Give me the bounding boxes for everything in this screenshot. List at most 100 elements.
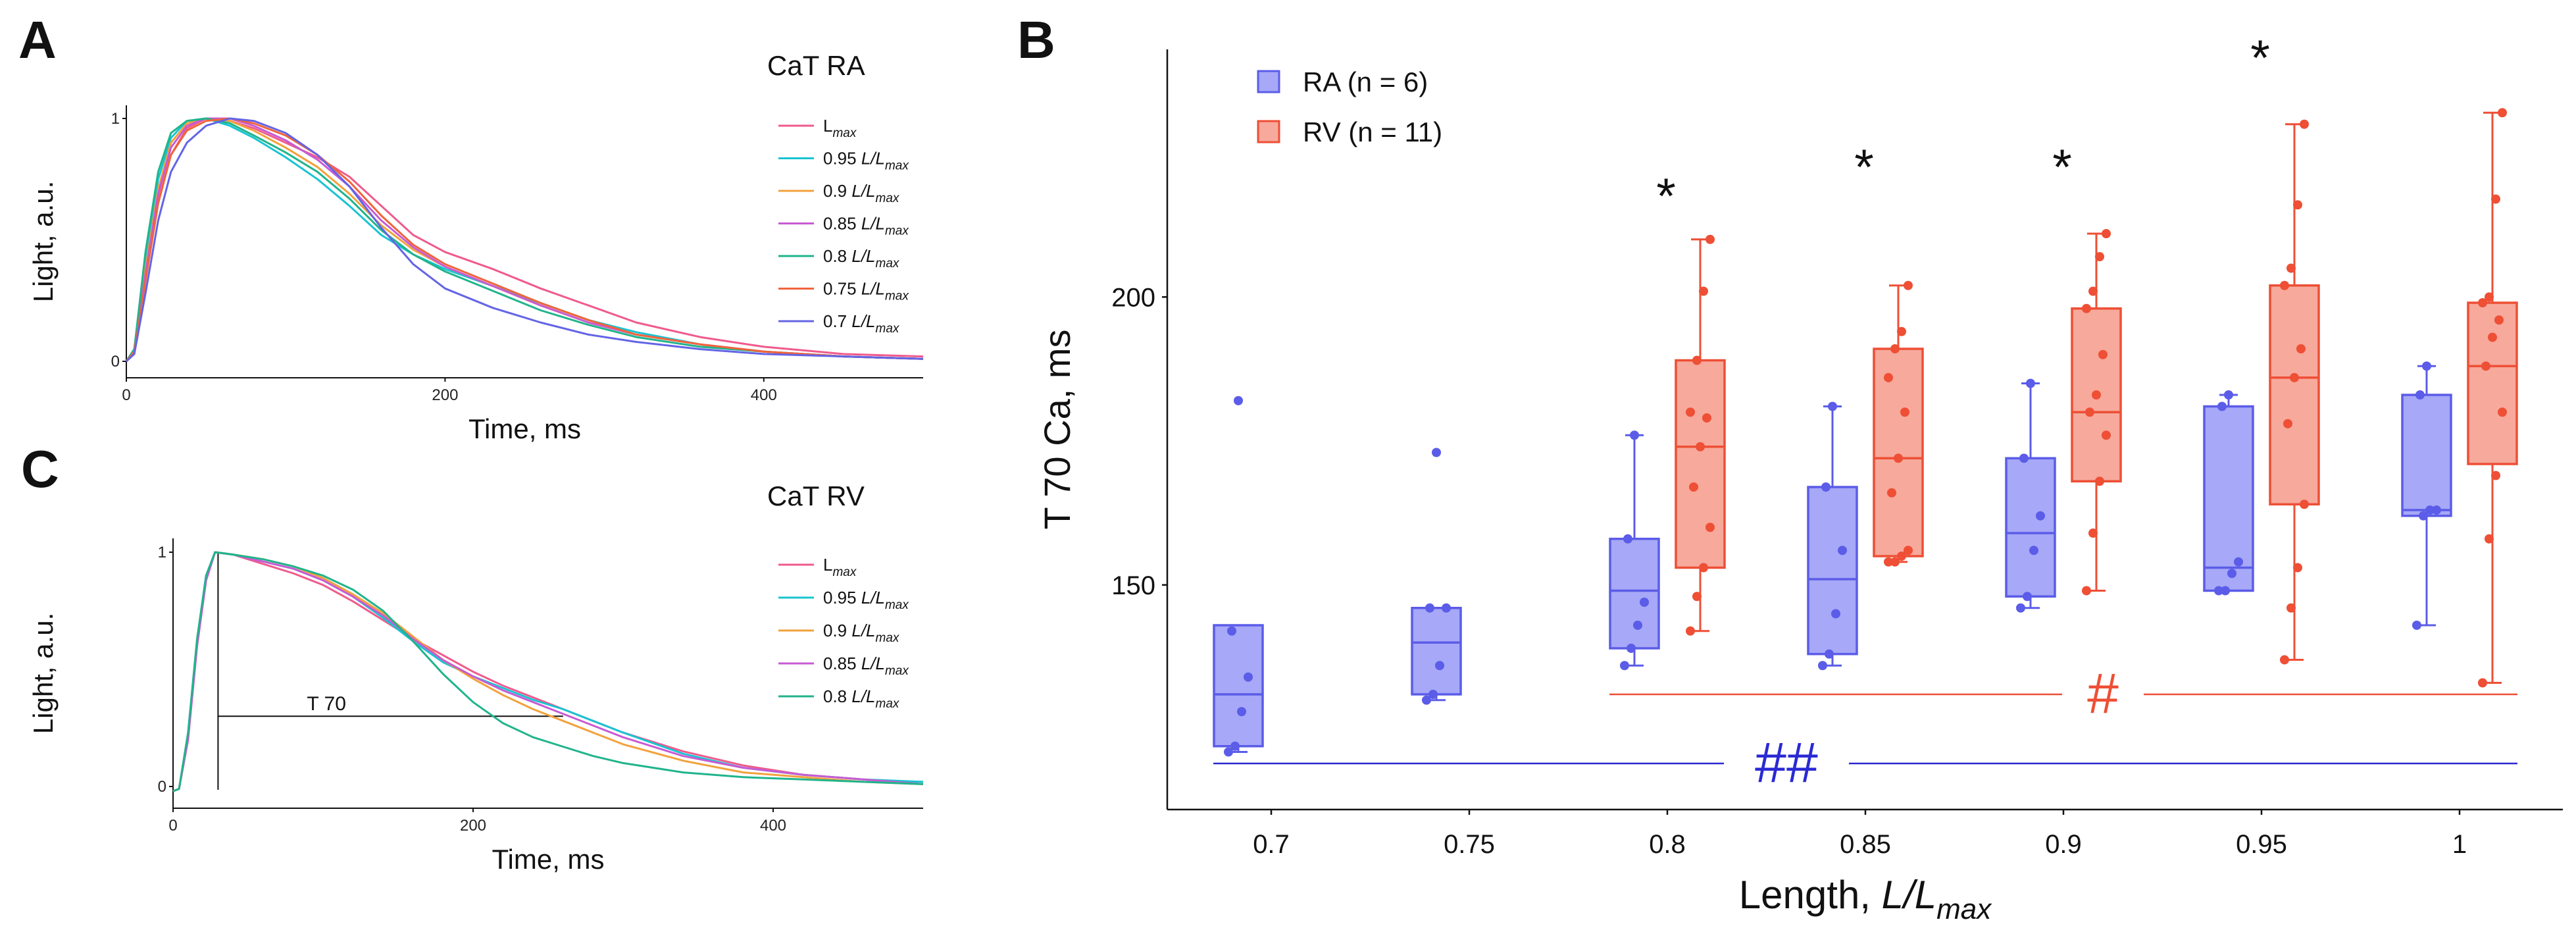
legend-label-main: L <box>823 116 832 136</box>
outlier-point <box>1234 396 1243 405</box>
data-point <box>1640 598 1649 607</box>
data-point <box>1422 695 1431 705</box>
data-point <box>1890 557 1900 567</box>
legend-label-main: 0.85 <box>823 214 861 234</box>
data-point <box>1821 482 1831 492</box>
panel-label-b: B <box>1017 11 1055 69</box>
legend-label-italic: L/L <box>861 588 885 607</box>
legend-label-main: 0.85 <box>823 654 861 673</box>
box-iqr <box>1873 348 1924 557</box>
data-point <box>1224 747 1233 757</box>
x-axis-label-italic: L/L <box>1882 873 1936 917</box>
box-0-0.7 <box>1213 396 1264 757</box>
data-point <box>1838 546 1847 555</box>
data-point <box>1887 488 1896 498</box>
legend-label-4: 0.8 L/Lmax <box>823 246 900 271</box>
data-point <box>2286 603 2296 613</box>
data-point <box>1428 690 1438 699</box>
data-point <box>1689 482 1698 492</box>
data-point <box>2290 373 2299 382</box>
box-iqr <box>2005 457 2056 598</box>
box-0-0.8 <box>1609 430 1660 671</box>
data-point <box>1237 707 1246 717</box>
data-point <box>1696 442 1705 451</box>
series-line-3 <box>172 551 924 792</box>
series-line-1 <box>172 551 924 792</box>
data-point <box>1620 661 1629 671</box>
data-point <box>2485 534 2494 544</box>
data-point <box>1828 401 1837 411</box>
trend-marker-label: # <box>2087 662 2119 725</box>
trend-marker-label: ## <box>1755 731 1818 794</box>
data-point <box>2300 119 2309 129</box>
x-tick-label: 200 <box>432 386 458 404</box>
box-iqr <box>1213 624 1264 748</box>
legend-label-1: 0.95 L/Lmax <box>823 149 909 173</box>
data-point <box>2224 390 2233 400</box>
x-axis-label: Time, ms <box>492 844 604 875</box>
legend-label-italic: L/L <box>851 621 875 640</box>
data-point <box>2485 292 2494 302</box>
data-point <box>2481 361 2490 371</box>
data-point <box>2498 407 2507 417</box>
data-point <box>2296 344 2306 353</box>
legend-label-subscript: max <box>876 257 900 271</box>
series-line-0 <box>172 551 924 792</box>
data-point <box>1904 280 1913 290</box>
x-tick-label: 0 <box>122 386 130 404</box>
data-point <box>1244 672 1253 682</box>
legend-label-1: RV (n = 11) <box>1303 116 1442 147</box>
data-point <box>2478 298 2487 307</box>
series-line-0 <box>125 117 924 362</box>
series-line-2 <box>172 551 924 792</box>
data-point <box>1692 355 1702 365</box>
x-tick-label: 0.8 <box>1649 830 1686 859</box>
data-point <box>2234 557 2243 567</box>
data-point <box>1442 603 1451 613</box>
x-tick-label: 0 <box>168 817 177 835</box>
legend-label-4: 0.8 L/Lmax <box>823 686 900 711</box>
box-0-1 <box>2401 361 2452 630</box>
data-point <box>2088 286 2098 296</box>
data-point <box>1425 603 1434 613</box>
data-point <box>2412 621 2421 630</box>
box-iqr <box>1609 538 1660 650</box>
y-tick-label: 0 <box>158 778 166 796</box>
legend-label-main: 0.8 <box>823 686 851 706</box>
data-point <box>1831 609 1840 619</box>
box-1-1 <box>2467 108 2518 688</box>
significance-star: * <box>1656 168 1676 224</box>
data-point <box>1699 286 1708 296</box>
data-point <box>2494 315 2504 325</box>
data-point <box>2217 401 2227 411</box>
data-point <box>1699 563 1708 573</box>
box-iqr <box>2467 301 2518 465</box>
series-line-4 <box>172 551 924 792</box>
x-axis-label-main: Length, <box>1739 873 1882 917</box>
chart-title: CaT RA <box>767 50 865 81</box>
legend-swatch-1 <box>1257 120 1280 143</box>
series-line-6 <box>125 117 924 363</box>
data-point <box>1705 523 1715 532</box>
data-point <box>2102 229 2111 238</box>
x-tick-label: 0.95 <box>2236 830 2287 859</box>
legend-label-italic: L/L <box>851 181 875 201</box>
box-1-0.9 <box>2071 229 2122 596</box>
legend-label-3: 0.85 L/Lmax <box>823 654 909 678</box>
series-line-2 <box>125 117 924 362</box>
x-tick-label: 0.85 <box>1840 830 1891 859</box>
legend-label-0: Lmax <box>823 555 857 579</box>
series-line-3 <box>125 117 924 362</box>
x-axis-label: Length, L/Lmax <box>1739 873 1992 925</box>
data-point <box>1890 344 1900 353</box>
legend-label-subscript: max <box>876 631 900 645</box>
data-point <box>2095 477 2104 486</box>
x-tick-label: 0.75 <box>1444 830 1495 859</box>
data-point <box>2082 303 2091 313</box>
x-tick-label: 400 <box>760 817 786 835</box>
series-line-4 <box>125 117 924 362</box>
panel-label-c: C <box>21 440 59 498</box>
box-iqr <box>2203 405 2254 592</box>
data-point <box>2283 419 2292 428</box>
